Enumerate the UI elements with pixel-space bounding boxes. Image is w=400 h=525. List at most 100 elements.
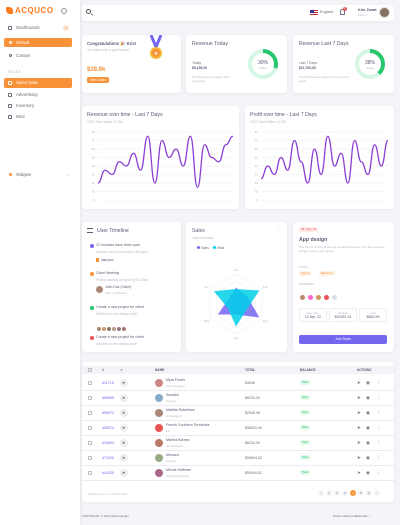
sidebar-item-advertising[interactable]: Advertising [4, 90, 72, 100]
sidebar-item-inventory[interactable]: Inventory [4, 101, 72, 111]
send-icon[interactable]: ➤ [357, 410, 361, 415]
page-button[interactable]: 6 [366, 490, 372, 496]
more-icon[interactable]: ⋮ [376, 410, 381, 415]
th-balance[interactable]: BALANCE [300, 368, 316, 372]
select-all-checkbox[interactable] [88, 368, 92, 372]
row-checkbox[interactable] [88, 471, 92, 475]
page-button[interactable]: 2 [334, 490, 340, 496]
eye-icon[interactable]: ◉ [366, 395, 370, 400]
row-checkbox[interactable] [88, 456, 92, 460]
row-checkbox[interactable] [88, 396, 92, 400]
sidebar-item-widgets[interactable]: Widgets › [4, 170, 72, 179]
send-icon[interactable]: ➤ [357, 380, 361, 385]
eye-icon[interactable]: ◉ [366, 455, 370, 460]
more-icon[interactable]: ⋮ [228, 108, 233, 114]
status-badge: Paid [300, 470, 311, 475]
eye-icon[interactable]: ◉ [366, 425, 370, 430]
th-total[interactable]: TOTAL [245, 368, 256, 372]
user-name[interactable]: Kris Zwart [358, 8, 377, 12]
y-tick-label: 80 [92, 130, 96, 134]
row-checkbox[interactable] [88, 426, 92, 430]
total-value: $50694.82 [245, 471, 262, 475]
join-team-button[interactable]: Join Team [299, 335, 387, 344]
timeline-item-sub: Add files to new design folder [96, 312, 138, 316]
search-icon[interactable] [86, 9, 91, 14]
brand-logo[interactable]: ACQUCO [6, 6, 54, 15]
bell-icon[interactable] [340, 9, 345, 15]
us-flag-icon[interactable] [310, 10, 318, 15]
client-sub: UX Designer [166, 444, 184, 448]
y-tick-label: 70 [92, 139, 96, 143]
chevron-right-icon: › [67, 172, 69, 177]
tag-figma[interactable]: Figma [299, 271, 312, 276]
avatar-group [96, 319, 127, 337]
th-id[interactable]: # [102, 368, 104, 372]
chevron-left-icon[interactable]: ‹ [318, 490, 324, 496]
more-icon[interactable]: ⋮ [376, 380, 381, 385]
page-button[interactable]: 1 [326, 490, 332, 496]
table-row: #44325 ➤ Minnie Hoffman Product Designer $50… [82, 466, 394, 481]
file-attachment[interactable]: data.json [96, 258, 114, 262]
send-icon[interactable]: ➤ [357, 440, 361, 445]
view-sales-button[interactable]: View Sales [87, 77, 109, 83]
eye-icon[interactable]: ◉ [366, 380, 370, 385]
revenue-chart-title: Revenue over time - Last 7 Days [87, 112, 163, 118]
th-name[interactable]: NAME [155, 368, 165, 372]
chevron-right-icon[interactable]: › [374, 490, 380, 496]
copyright: COPYRIGHT © 2022 Zwart Design [82, 514, 129, 518]
client-avatar [155, 454, 163, 462]
timeline-dot [90, 272, 94, 276]
eye-icon[interactable]: ◉ [366, 440, 370, 445]
language-selector[interactable]: English [320, 9, 334, 14]
more-icon[interactable]: ⋮ [276, 225, 281, 231]
sidebar-item-default[interactable]: Default [4, 38, 72, 47]
page-button[interactable]: 5 [358, 490, 364, 496]
sidebar-item-custom[interactable]: Custom [4, 51, 72, 60]
total-value: $4098 [245, 381, 255, 385]
timeline-dot [90, 336, 94, 340]
gauge-percent: 38% [364, 60, 375, 66]
invoice-id-link[interactable]: #34694 [102, 441, 114, 445]
invoice-id-link[interactable]: #56695 [102, 396, 114, 400]
more-icon[interactable]: ⋮ [376, 425, 381, 430]
file-icon [96, 258, 99, 262]
send-icon[interactable]: ➤ [357, 455, 361, 460]
invoice-id-link[interactable]: #53972 [102, 426, 114, 430]
tag-behance[interactable]: Behance [319, 271, 335, 276]
invoice-id-link[interactable]: #11716 [102, 381, 114, 385]
send-icon[interactable]: ➤ [357, 395, 361, 400]
congrats-amount: $28.9k [87, 67, 106, 73]
more-icon[interactable]: ⋮ [376, 470, 381, 475]
more-icon[interactable]: ⋮ [376, 455, 381, 460]
avatar[interactable] [379, 7, 390, 18]
send-icon[interactable]: ➤ [357, 425, 361, 430]
client-sub: Product Designer [166, 474, 190, 478]
more-icon[interactable]: ⋮ [376, 395, 381, 400]
invoice-id-link[interactable]: #44325 [102, 471, 114, 475]
revenue-week-card: Revenue Last 7 Days Last 7 Days $11,700,… [293, 35, 394, 93]
sidebar-collapse-icon[interactable] [61, 8, 67, 14]
sidebar-item-sales-data[interactable]: Sales Data [4, 78, 72, 88]
row-checkbox[interactable] [88, 441, 92, 445]
eye-icon[interactable]: ◉ [366, 410, 370, 415]
sidebar-item-misc[interactable]: Misc [4, 112, 72, 122]
eye-icon[interactable]: ◉ [366, 470, 370, 475]
invoice-id-link[interactable]: #55972 [102, 411, 114, 415]
invoice-id-link[interactable]: #71926 [102, 456, 114, 460]
radar-axis-label: Feb [263, 285, 269, 289]
more-icon[interactable]: ⋮ [383, 108, 388, 114]
more-icon[interactable]: ⋮ [376, 440, 381, 445]
sales-legend: Sales Visits [197, 246, 224, 250]
list-icon [87, 228, 93, 233]
row-checkbox[interactable] [88, 381, 92, 385]
app-title: App design [299, 237, 328, 243]
timeline-item-title: 12 Invoices have been paid [96, 243, 140, 247]
send-icon[interactable]: ➤ [357, 470, 361, 475]
client-name: Matilda Robertson [166, 408, 196, 412]
page-button[interactable]: 3 [342, 490, 348, 496]
page-button[interactable]: 4 [350, 490, 356, 496]
total-value: $6234.39 [245, 441, 260, 445]
sidebar-item-dashboards[interactable]: Dashboards 2 [4, 23, 72, 33]
y-tick-label: 10 [92, 190, 96, 194]
row-checkbox[interactable] [88, 411, 92, 415]
